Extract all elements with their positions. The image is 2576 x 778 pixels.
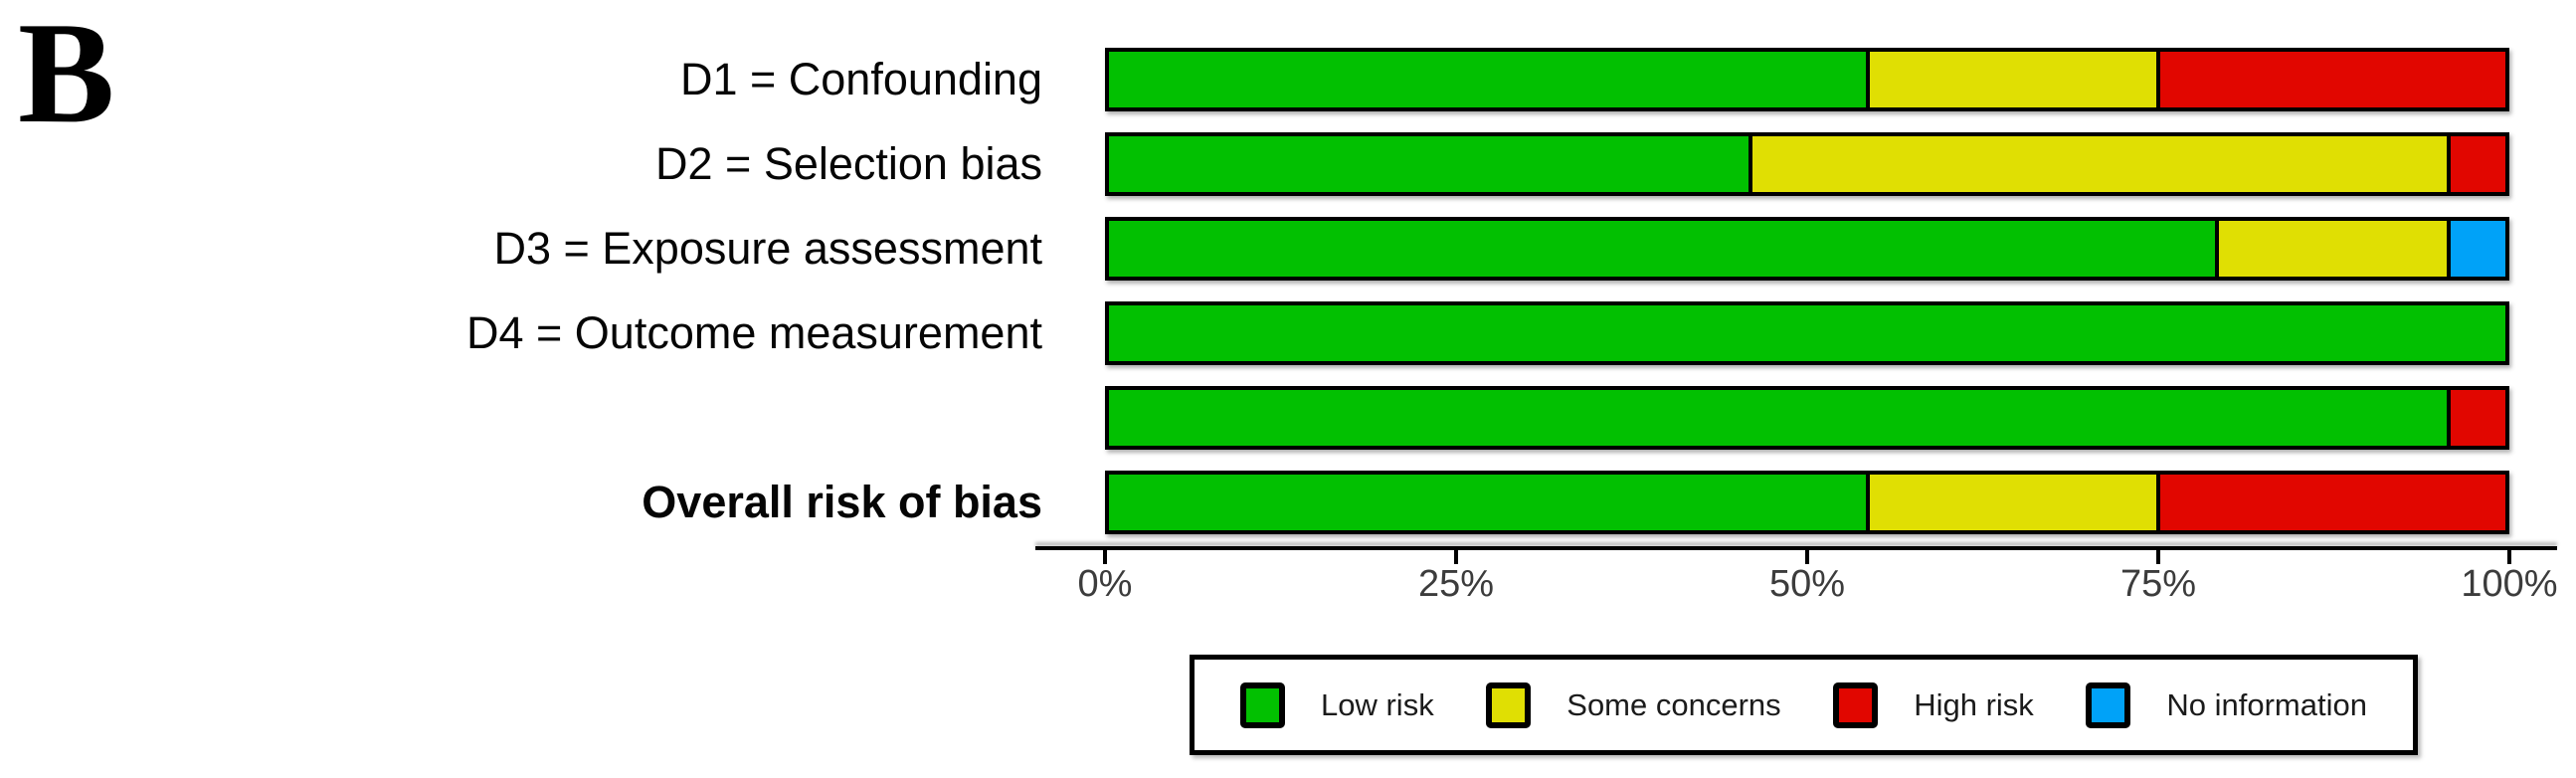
- x-tick-mark-100: [2507, 550, 2511, 564]
- row-label-blank-5: [0, 386, 1042, 450]
- legend-swatch-high-risk: [1833, 681, 1879, 728]
- chart-row-d1-confounding: D1 = Confounding: [0, 48, 2576, 111]
- panel-label: B: [18, 0, 115, 153]
- stacked-bar-row-5: [1105, 386, 2509, 450]
- bar-segment-some-concerns: [1865, 475, 2156, 530]
- row-label-d3-exposure-assessment: D3 = Exposure assessment: [493, 223, 1042, 274]
- row-label-d2-selection-bias: D2 = Selection bias: [655, 138, 1042, 189]
- x-tick-mark-75: [2156, 550, 2160, 564]
- bar-segment-low-risk: [1109, 136, 1749, 192]
- bar-segment-high-risk: [2447, 390, 2505, 446]
- row-label-d4-outcome-measurement: D4 = Outcome measurement: [465, 307, 1042, 358]
- legend-item-low-risk: Low risk: [1240, 681, 1434, 728]
- chart-row-d3-exposure-assessment: D3 = Exposure assessment: [0, 217, 2576, 281]
- row-label-overall-risk-of-bias: Overall risk of bias: [642, 477, 1042, 527]
- chart-row-row-5: [0, 386, 2576, 450]
- stacked-bar-overall-risk-of-bias: [1105, 471, 2509, 534]
- legend-label-no-information: No information: [2166, 686, 2367, 722]
- bar-segment-low-risk: [1109, 221, 2215, 277]
- chart-row-d4-outcome-measurement: D4 = Outcome measurement: [0, 301, 2576, 365]
- x-tick-label-100: 100%: [2461, 563, 2558, 605]
- legend-label-low-risk: Low risk: [1321, 686, 1434, 722]
- bar-segment-some-concerns: [1865, 52, 2156, 107]
- bar-segment-some-concerns: [2214, 221, 2448, 277]
- x-tick-mark-0: [1103, 550, 1107, 564]
- legend-swatch-no-information: [2086, 681, 2131, 728]
- legend-item-no-information: No information: [2086, 681, 2367, 728]
- x-tick-mark-25: [1454, 550, 1458, 564]
- bar-segment-low-risk: [1109, 475, 1866, 530]
- stacked-bar-d3-exposure-assessment: [1105, 217, 2509, 281]
- bar-segment-some-concerns: [1748, 136, 2448, 192]
- chart-row-overall-risk-of-bias: Overall risk of bias: [0, 471, 2576, 534]
- x-tick-label-50: 50%: [1768, 563, 1846, 605]
- legend-item-some-concerns: Some concerns: [1486, 681, 1781, 728]
- bar-segment-low-risk: [1109, 305, 2505, 361]
- bar-segment-low-risk: [1109, 390, 2448, 446]
- stacked-bar-d4-outcome-measurement: [1105, 301, 2509, 365]
- legend-label-some-concerns: Some concerns: [1566, 686, 1781, 722]
- legend-box: Low risk Some concerns High risk No informa…: [1190, 655, 2418, 755]
- bar-segment-high-risk: [2447, 136, 2505, 192]
- row-label-d1-confounding: D1 = Confounding: [679, 54, 1042, 104]
- chart-row-d2-selection-bias: D2 = Selection bias: [0, 132, 2576, 196]
- x-axis-line: [1035, 546, 2557, 550]
- bar-segment-high-risk: [2155, 52, 2505, 107]
- x-tick-mark-50: [1805, 550, 1809, 564]
- legend-swatch-some-concerns: [1486, 681, 1532, 728]
- bar-segment-no-information: [2447, 221, 2505, 277]
- x-tick-label-0: 0%: [1077, 563, 1133, 605]
- legend-item-high-risk: High risk: [1833, 681, 2034, 728]
- x-tick-label-75: 75%: [2119, 563, 2197, 605]
- legend-label-high-risk: High risk: [1914, 686, 2034, 722]
- legend-swatch-low-risk: [1240, 681, 1285, 728]
- stacked-bar-d2-selection-bias: [1105, 132, 2509, 196]
- bar-segment-low-risk: [1109, 52, 1866, 107]
- bar-segment-high-risk: [2155, 475, 2505, 530]
- x-tick-label-25: 25%: [1417, 563, 1495, 605]
- stacked-bar-d1-confounding: [1105, 48, 2509, 111]
